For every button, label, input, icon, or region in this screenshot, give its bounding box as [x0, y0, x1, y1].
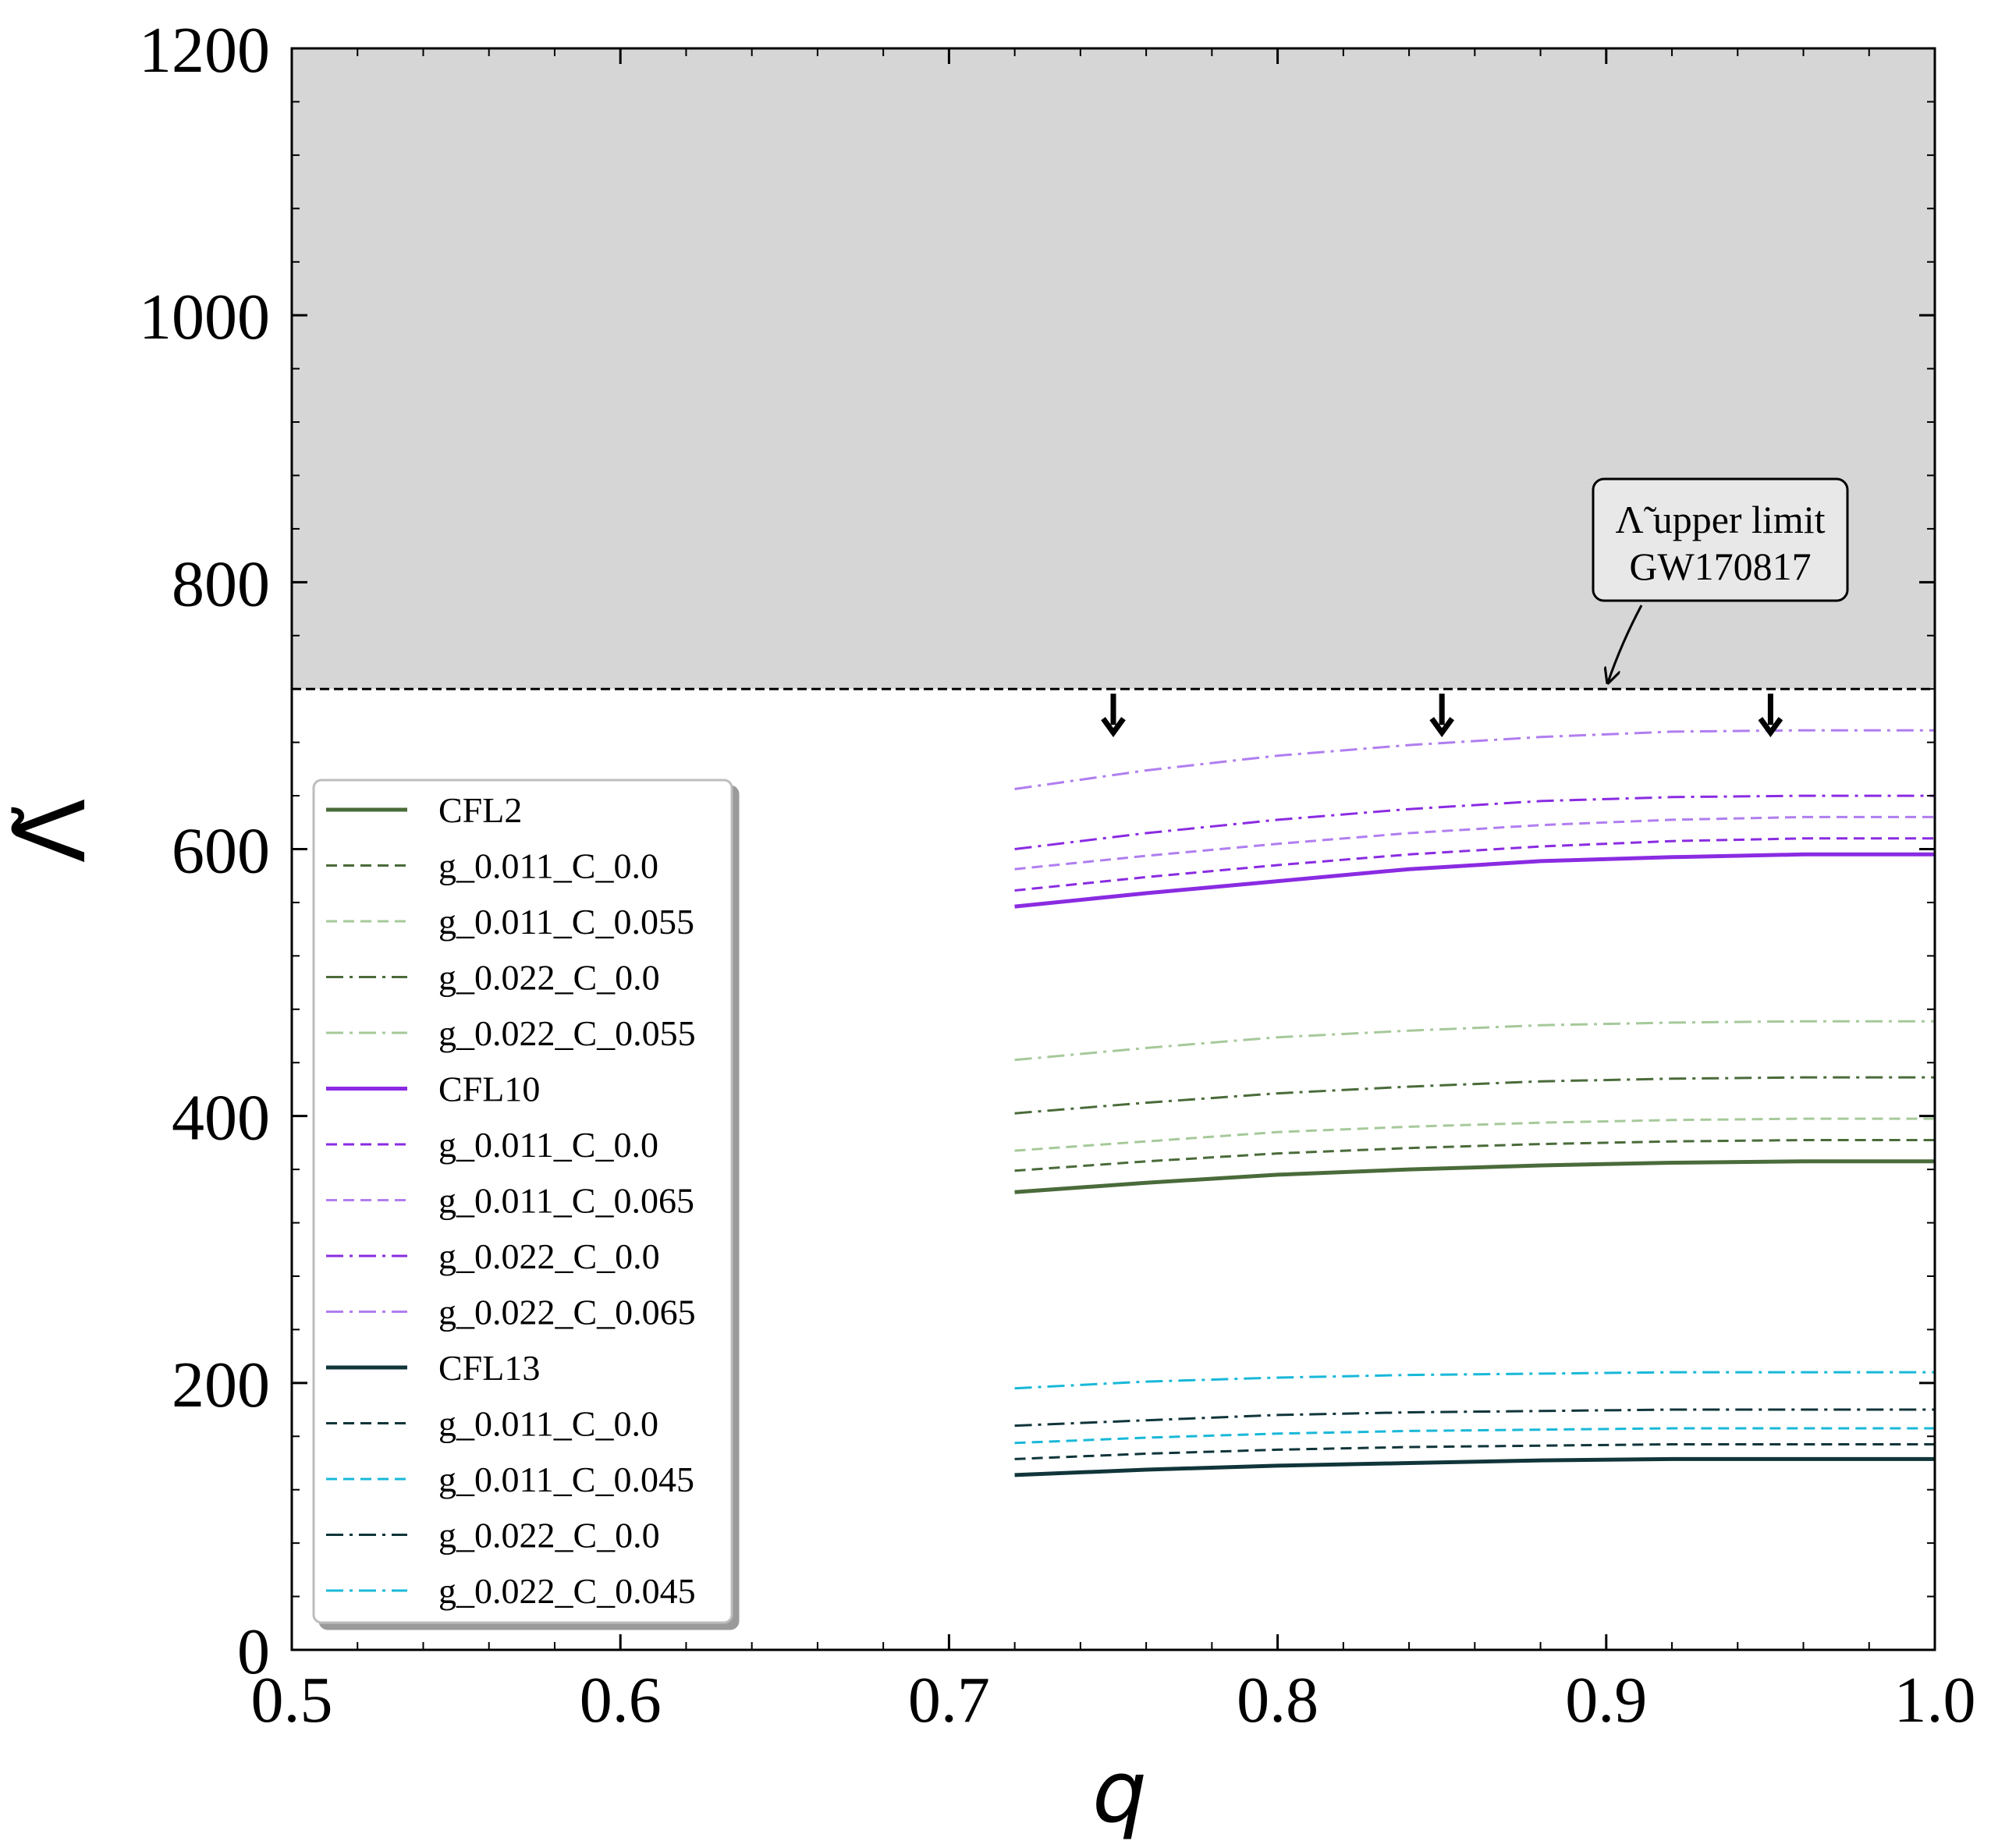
x-axis-label: q	[1092, 1742, 1147, 1842]
annotation-line1-text: upper limit	[1653, 498, 1826, 541]
down-arrow-marker	[1758, 693, 1783, 738]
series-line-10	[1014, 1456, 1935, 1477]
series-line-0	[1014, 1159, 1935, 1194]
legend-box	[312, 779, 733, 1624]
x-tick-label: 0.5	[251, 1664, 333, 1736]
legend-entry-label: CFL2	[438, 790, 522, 830]
legend-entry-label: g_0.022_C_0.065	[438, 1293, 696, 1332]
legend-entry-label: CFL10	[438, 1069, 540, 1109]
x-tick-label: 0.6	[580, 1664, 662, 1736]
series-line-12	[1014, 1427, 1935, 1445]
y-tick-label: 800	[172, 548, 270, 620]
x-tick-label: 1.0	[1894, 1664, 1976, 1736]
legend-entry-label: g_0.011_C_0.045	[438, 1460, 694, 1499]
tick-layer: 0.5 0.6 0.7 0.8 0.9 1.0 0 200 400 600 800 1000 1200	[139, 14, 1976, 1736]
upper-limit-annotation: Λ̃ upper limit GW170817	[1592, 477, 1849, 683]
series-line-2	[1014, 1117, 1935, 1152]
x-tick-label: 0.8	[1237, 1664, 1318, 1736]
x-tick-label: 0.9	[1565, 1664, 1647, 1736]
y-tick-label: 600	[172, 815, 270, 888]
legend-entry-label: g_0.022_C_0.055	[438, 1013, 696, 1053]
arrow-markers	[1101, 693, 1783, 738]
down-arrow-marker	[1429, 693, 1455, 738]
series-line-14	[1014, 1371, 1935, 1390]
legend-entry-label: g_0.011_C_0.0	[438, 1404, 658, 1444]
legend-entry-label: g_0.022_C_0.0	[438, 1516, 660, 1555]
down-arrow-head	[1101, 717, 1126, 738]
series-line-5	[1014, 852, 1935, 909]
x-tick-label: 0.7	[908, 1664, 990, 1736]
series-line-11	[1014, 1443, 1935, 1460]
legend-entry-label: g_0.011_C_0.065	[438, 1181, 694, 1221]
down-arrow-head	[1758, 717, 1783, 738]
y-tick-label: 200	[172, 1349, 270, 1421]
legend-entry-label: g_0.011_C_0.0	[438, 1125, 658, 1165]
down-arrow-head	[1429, 717, 1455, 738]
annotation-arrow	[1608, 605, 1643, 683]
legend-entry-label: g_0.011_C_0.0	[438, 846, 658, 886]
legend-entry-label: CFL13	[438, 1348, 540, 1388]
legend-entry-label: g_0.022_C_0.0	[438, 958, 660, 998]
down-arrow-marker	[1101, 693, 1126, 738]
y-tick-label: 1000	[139, 281, 270, 353]
annotation-line2: GW170817	[1629, 544, 1811, 588]
series-line-13	[1014, 1408, 1935, 1428]
legend-entry-label: g_0.022_C_0.045	[438, 1571, 696, 1611]
y-tick-label: 0	[237, 1616, 270, 1688]
legend-entry-label: g_0.011_C_0.055	[438, 902, 694, 942]
legend-entry-label: g_0.022_C_0.0	[438, 1236, 660, 1276]
y-tick-label: 1200	[139, 14, 270, 87]
series-line-3	[1014, 1076, 1935, 1115]
legend: CFL2 g_0.011_C_0.0 g_0.011_C_0.055 g_0.022_…	[312, 779, 733, 1624]
series-line-4	[1014, 1020, 1935, 1062]
annotation-box	[1592, 477, 1849, 602]
series-line-9	[1014, 729, 1935, 790]
series-line-8	[1014, 794, 1935, 850]
series-layer	[1014, 729, 1935, 1477]
y-tick-label: 400	[172, 1082, 270, 1155]
y-axis-label: Λ̃	[0, 799, 107, 863]
series-line-7	[1014, 815, 1935, 871]
